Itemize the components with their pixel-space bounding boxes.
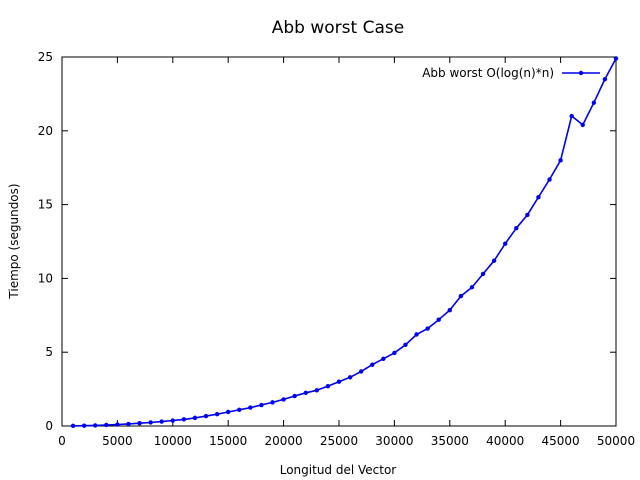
x-tick-label: 25000 (320, 434, 358, 448)
data-point (569, 113, 574, 119)
axes (61, 56, 617, 427)
x-tick-label: 0 (58, 434, 66, 448)
data-point (126, 421, 131, 427)
x-tick-label: 5000 (102, 434, 133, 448)
data-point (104, 422, 109, 428)
data-point (547, 177, 552, 182)
data-point (347, 375, 353, 380)
y-tick-label: 5 (45, 345, 53, 359)
data-point (591, 100, 597, 105)
data-point (336, 379, 342, 384)
data-point (525, 212, 530, 218)
y-tick-label: 10 (38, 271, 53, 285)
plot-frame (61, 56, 617, 427)
data-point (425, 326, 430, 331)
data-point (314, 388, 320, 393)
data-point (192, 415, 198, 421)
y-tick-label: 15 (38, 198, 53, 212)
data-point (159, 419, 164, 424)
data-point (392, 350, 397, 356)
x-tick-label: 45000 (542, 434, 580, 448)
data-point (358, 369, 364, 374)
data-point (214, 411, 220, 417)
series-line-0 (73, 58, 617, 427)
x-tick-label: 10000 (154, 434, 192, 448)
data-point (148, 420, 153, 425)
x-tick-label: 30000 (375, 434, 413, 448)
data-point (381, 356, 386, 362)
data-point (370, 362, 375, 367)
legend-entry-label: Abb worst O(log(n)*n) (422, 66, 554, 80)
data-point (70, 423, 76, 429)
data-point (403, 342, 408, 348)
data-point (226, 409, 231, 415)
data-point (203, 413, 209, 419)
data-point (115, 422, 120, 427)
x-tick-label: 40000 (486, 434, 524, 448)
data-point (281, 397, 286, 402)
data-point (303, 390, 308, 395)
data-point (292, 393, 297, 399)
data-point (613, 56, 619, 61)
data-point (137, 420, 142, 426)
chart-title: Abb worst Case (272, 18, 404, 38)
data-point (514, 226, 519, 231)
series-layer (70, 56, 619, 429)
data-point (447, 307, 452, 313)
legend: Abb worst O(log(n)*n) (422, 66, 600, 80)
x-tick-label: 15000 (209, 434, 247, 448)
x-axis-label: Longitud del Vector (280, 463, 397, 477)
data-point (81, 423, 87, 428)
data-point (93, 423, 98, 428)
data-point (270, 400, 275, 405)
data-point (602, 76, 608, 82)
data-point (480, 271, 486, 277)
data-point (580, 122, 585, 128)
data-point (248, 405, 253, 410)
data-point (469, 285, 475, 290)
x-tick-label: 35000 (431, 434, 469, 448)
data-point (170, 418, 175, 423)
data-point (414, 332, 419, 337)
data-point (491, 258, 497, 263)
data-point (503, 241, 508, 246)
tick-marks: 0 5000 10000 15000 20000 25000 30000 35000 40000… (38, 50, 635, 448)
x-tick-label: 20000 (265, 434, 303, 448)
x-tick-label: 50000 (597, 434, 635, 448)
y-tick-label: 20 (38, 124, 53, 138)
data-point (237, 407, 242, 412)
data-point (558, 158, 563, 163)
data-point (259, 402, 264, 408)
y-tick-label: 25 (38, 50, 53, 64)
data-point (536, 195, 541, 200)
data-point (436, 317, 441, 322)
legend-point-swatch (578, 70, 584, 76)
data-point (458, 293, 464, 299)
y-axis-label: Tiempo (segundos) (7, 183, 21, 299)
y-tick-label: 0 (45, 419, 53, 433)
data-point (325, 383, 331, 389)
data-point (181, 417, 187, 422)
